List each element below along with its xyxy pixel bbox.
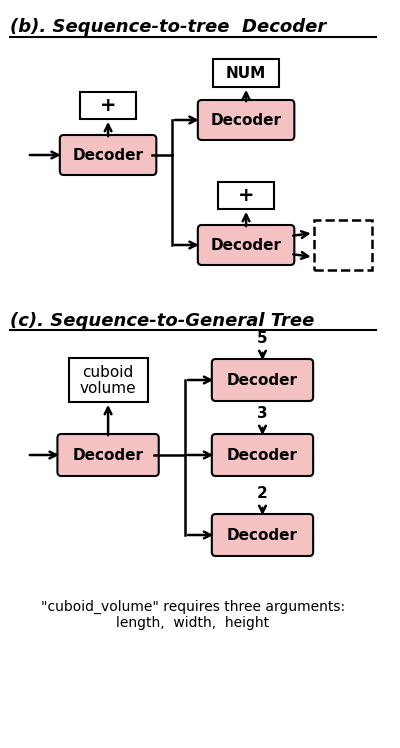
Text: "cuboid_volume" requires three arguments:
length,  width,  height: "cuboid_volume" requires three arguments… — [41, 600, 345, 631]
Text: Decoder: Decoder — [227, 373, 298, 387]
FancyBboxPatch shape — [198, 225, 294, 265]
FancyBboxPatch shape — [198, 100, 294, 140]
Bar — [314, 220, 372, 270]
Text: Decoder: Decoder — [210, 238, 282, 253]
Text: NUM: NUM — [226, 66, 266, 81]
Text: (b). Sequence-to-tree  Decoder: (b). Sequence-to-tree Decoder — [10, 18, 326, 36]
FancyBboxPatch shape — [212, 514, 313, 556]
FancyBboxPatch shape — [212, 434, 313, 476]
FancyBboxPatch shape — [80, 91, 136, 118]
FancyBboxPatch shape — [58, 434, 159, 476]
FancyBboxPatch shape — [60, 135, 156, 175]
FancyBboxPatch shape — [68, 358, 148, 402]
Text: +: + — [238, 186, 254, 204]
Text: 5: 5 — [257, 331, 268, 346]
Text: Decoder: Decoder — [210, 112, 282, 127]
Text: 2: 2 — [257, 486, 268, 501]
FancyBboxPatch shape — [213, 59, 279, 87]
Text: Decoder: Decoder — [227, 447, 298, 462]
FancyBboxPatch shape — [212, 359, 313, 401]
Text: (c). Sequence-to-General Tree: (c). Sequence-to-General Tree — [10, 312, 314, 330]
Text: volume: volume — [80, 381, 136, 396]
Text: Decoder: Decoder — [227, 527, 298, 542]
Text: 3: 3 — [257, 406, 268, 421]
Text: +: + — [100, 96, 116, 114]
Text: Decoder: Decoder — [72, 147, 144, 162]
FancyBboxPatch shape — [218, 182, 274, 209]
Text: Decoder: Decoder — [72, 447, 144, 462]
Text: cuboid: cuboid — [82, 364, 134, 379]
